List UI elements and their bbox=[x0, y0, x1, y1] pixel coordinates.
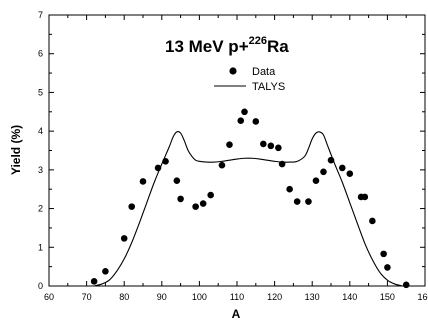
x-tick-label: 140 bbox=[342, 292, 357, 302]
data-point bbox=[402, 281, 410, 289]
data-point bbox=[207, 191, 214, 199]
data-point bbox=[128, 203, 136, 210]
data-points-series bbox=[90, 108, 410, 289]
x-tick-label: 80 bbox=[119, 292, 129, 302]
x-tick-label: 110 bbox=[230, 292, 244, 302]
data-point bbox=[369, 217, 376, 225]
tick-labels: 60 70 80 90 100 110 120 130 140 150 160 0 1 2 3 4 5 6 7 bbox=[38, 10, 428, 302]
data-point bbox=[162, 158, 169, 165]
data-point bbox=[237, 117, 245, 124]
x-axis-label: A bbox=[232, 307, 241, 320]
data-point bbox=[218, 161, 226, 169]
data-point bbox=[305, 198, 312, 205]
data-point bbox=[275, 144, 282, 152]
data-point bbox=[199, 200, 207, 207]
title-end: Ra bbox=[267, 37, 289, 56]
y-tick-label: 6 bbox=[38, 49, 43, 59]
data-point bbox=[267, 142, 275, 150]
data-point bbox=[327, 156, 335, 164]
legend: Data TALYS bbox=[214, 66, 285, 93]
x-tick-label: 70 bbox=[82, 292, 92, 302]
x-tick-label: 90 bbox=[157, 292, 167, 302]
x-tick-label: 60 bbox=[44, 292, 54, 302]
y-tick-label: 1 bbox=[38, 242, 43, 252]
data-point bbox=[173, 177, 181, 184]
data-point bbox=[120, 235, 128, 242]
talys-curve bbox=[93, 131, 403, 287]
data-point bbox=[252, 118, 260, 125]
y-tick-label: 2 bbox=[38, 204, 43, 214]
data-point bbox=[192, 203, 199, 210]
data-point bbox=[102, 267, 109, 275]
data-point bbox=[226, 141, 233, 148]
y-axis-label: Yield (%) bbox=[9, 125, 23, 175]
data-point bbox=[320, 168, 327, 176]
y-tick-label: 5 bbox=[38, 87, 43, 97]
y-tick-label: 3 bbox=[38, 165, 43, 175]
data-point bbox=[312, 177, 320, 184]
plot-frame bbox=[48, 14, 426, 287]
x-tick-label: 150 bbox=[380, 292, 395, 302]
data-point bbox=[380, 250, 387, 258]
x-tick-label: 160 bbox=[417, 292, 428, 302]
legend-data-marker bbox=[229, 67, 237, 75]
y-tick-label: 0 bbox=[38, 281, 43, 291]
data-point bbox=[278, 160, 286, 168]
data-point bbox=[361, 193, 369, 201]
data-point bbox=[241, 108, 248, 116]
data-point bbox=[338, 164, 346, 172]
legend-talys-label: TALYS bbox=[252, 81, 285, 93]
data-point bbox=[260, 140, 267, 148]
data-point bbox=[346, 170, 354, 178]
y-tick-label: 4 bbox=[38, 126, 43, 136]
data-point bbox=[139, 178, 147, 185]
talys-line-series bbox=[93, 131, 403, 287]
y-tick-label: 7 bbox=[38, 10, 43, 20]
x-tick-label: 120 bbox=[267, 292, 282, 302]
data-point bbox=[154, 164, 162, 172]
data-point bbox=[384, 264, 391, 271]
data-point bbox=[177, 195, 184, 203]
legend-data-label: Data bbox=[252, 66, 276, 78]
chart-title: 13 MeV p+226Ra bbox=[165, 35, 289, 56]
title-superscript: 226 bbox=[249, 35, 267, 47]
x-tick-label: 130 bbox=[305, 292, 320, 302]
data-point bbox=[286, 185, 293, 193]
data-point bbox=[293, 198, 301, 205]
data-point bbox=[90, 278, 98, 285]
x-tick-label: 100 bbox=[192, 292, 207, 302]
title-main: 13 MeV p+ bbox=[165, 37, 249, 56]
